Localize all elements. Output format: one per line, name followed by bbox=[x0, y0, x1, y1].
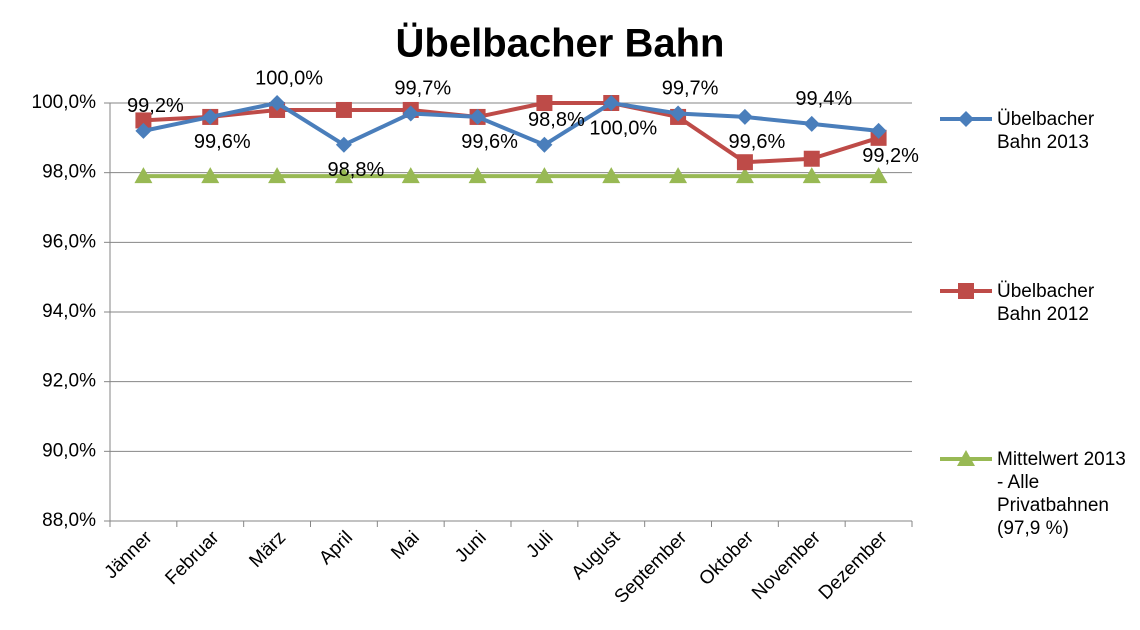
legend-label: Übelbacher Bahn 2013 bbox=[997, 109, 1095, 153]
marker bbox=[670, 105, 687, 122]
marker bbox=[958, 111, 974, 127]
y-tick-label: 98,0% bbox=[42, 162, 96, 183]
data-label: 99,2% bbox=[862, 145, 919, 167]
marker bbox=[201, 167, 220, 184]
y-tick-label: 90,0% bbox=[42, 440, 96, 461]
x-tick-label: Dezember bbox=[815, 527, 892, 604]
x-tick-label: Juni bbox=[451, 527, 490, 566]
x-tick-label: August bbox=[568, 527, 625, 584]
marker bbox=[803, 115, 820, 132]
series-line bbox=[143, 101, 880, 165]
marker bbox=[269, 95, 286, 111]
y-tick-label: 96,0% bbox=[42, 231, 96, 252]
marker bbox=[869, 167, 888, 184]
marker bbox=[469, 108, 486, 125]
x-tick-label: Oktober bbox=[695, 527, 758, 590]
x-tick-label: Juli bbox=[522, 527, 557, 562]
y-tick-label: 100,0% bbox=[32, 92, 97, 113]
marker bbox=[468, 167, 487, 184]
marker bbox=[135, 112, 152, 129]
x-tick-label: November bbox=[748, 527, 825, 604]
data-label: 99,2% bbox=[127, 95, 184, 117]
marker bbox=[735, 167, 754, 184]
data-label: 100,0% bbox=[589, 117, 657, 139]
marker bbox=[135, 122, 152, 139]
marker bbox=[803, 150, 820, 167]
marker bbox=[536, 95, 553, 111]
marker bbox=[334, 167, 353, 184]
marker bbox=[536, 136, 553, 153]
marker bbox=[402, 105, 419, 122]
marker bbox=[401, 167, 420, 184]
marker bbox=[335, 101, 352, 118]
marker bbox=[736, 154, 753, 171]
data-label: 99,4% bbox=[795, 88, 852, 110]
x-tick-label: Februar bbox=[161, 527, 223, 589]
x-tick-label: April bbox=[315, 527, 357, 569]
marker bbox=[602, 167, 621, 184]
y-tick-label: 94,0% bbox=[42, 301, 96, 322]
series-line bbox=[143, 101, 879, 147]
marker bbox=[535, 167, 554, 184]
data-label: 99,6% bbox=[194, 131, 251, 153]
x-tick-label: Jänner bbox=[101, 527, 157, 583]
data-label: 99,6% bbox=[461, 131, 518, 153]
marker bbox=[335, 136, 352, 153]
marker bbox=[669, 167, 688, 184]
legend-label: Übelbacher Bahn 2012 bbox=[997, 281, 1095, 325]
data-label: 99,7% bbox=[662, 78, 719, 100]
data-label: 98,8% bbox=[328, 159, 385, 181]
marker bbox=[736, 108, 753, 125]
data-label: 100,0% bbox=[255, 67, 323, 89]
marker bbox=[870, 122, 887, 139]
x-tick-label: September bbox=[611, 527, 692, 608]
data-label: 98,8% bbox=[528, 109, 585, 131]
chart-title: Übelbacher Bahn bbox=[396, 21, 725, 66]
data-label: 99,6% bbox=[729, 131, 786, 153]
legend-label: Mittelwert 2013 - Alle Privatbahnen (97,… bbox=[997, 449, 1126, 539]
marker bbox=[802, 167, 821, 184]
marker bbox=[202, 108, 219, 125]
x-tick-label: März bbox=[245, 527, 290, 572]
marker bbox=[134, 167, 153, 184]
y-tick-label: 92,0% bbox=[42, 371, 96, 392]
x-tick-label: Mai bbox=[387, 527, 424, 564]
data-label: 99,7% bbox=[394, 78, 451, 100]
marker bbox=[958, 283, 974, 299]
marker bbox=[957, 450, 975, 466]
y-tick-label: 88,0% bbox=[42, 510, 96, 531]
marker bbox=[268, 167, 287, 184]
marker bbox=[603, 95, 620, 111]
